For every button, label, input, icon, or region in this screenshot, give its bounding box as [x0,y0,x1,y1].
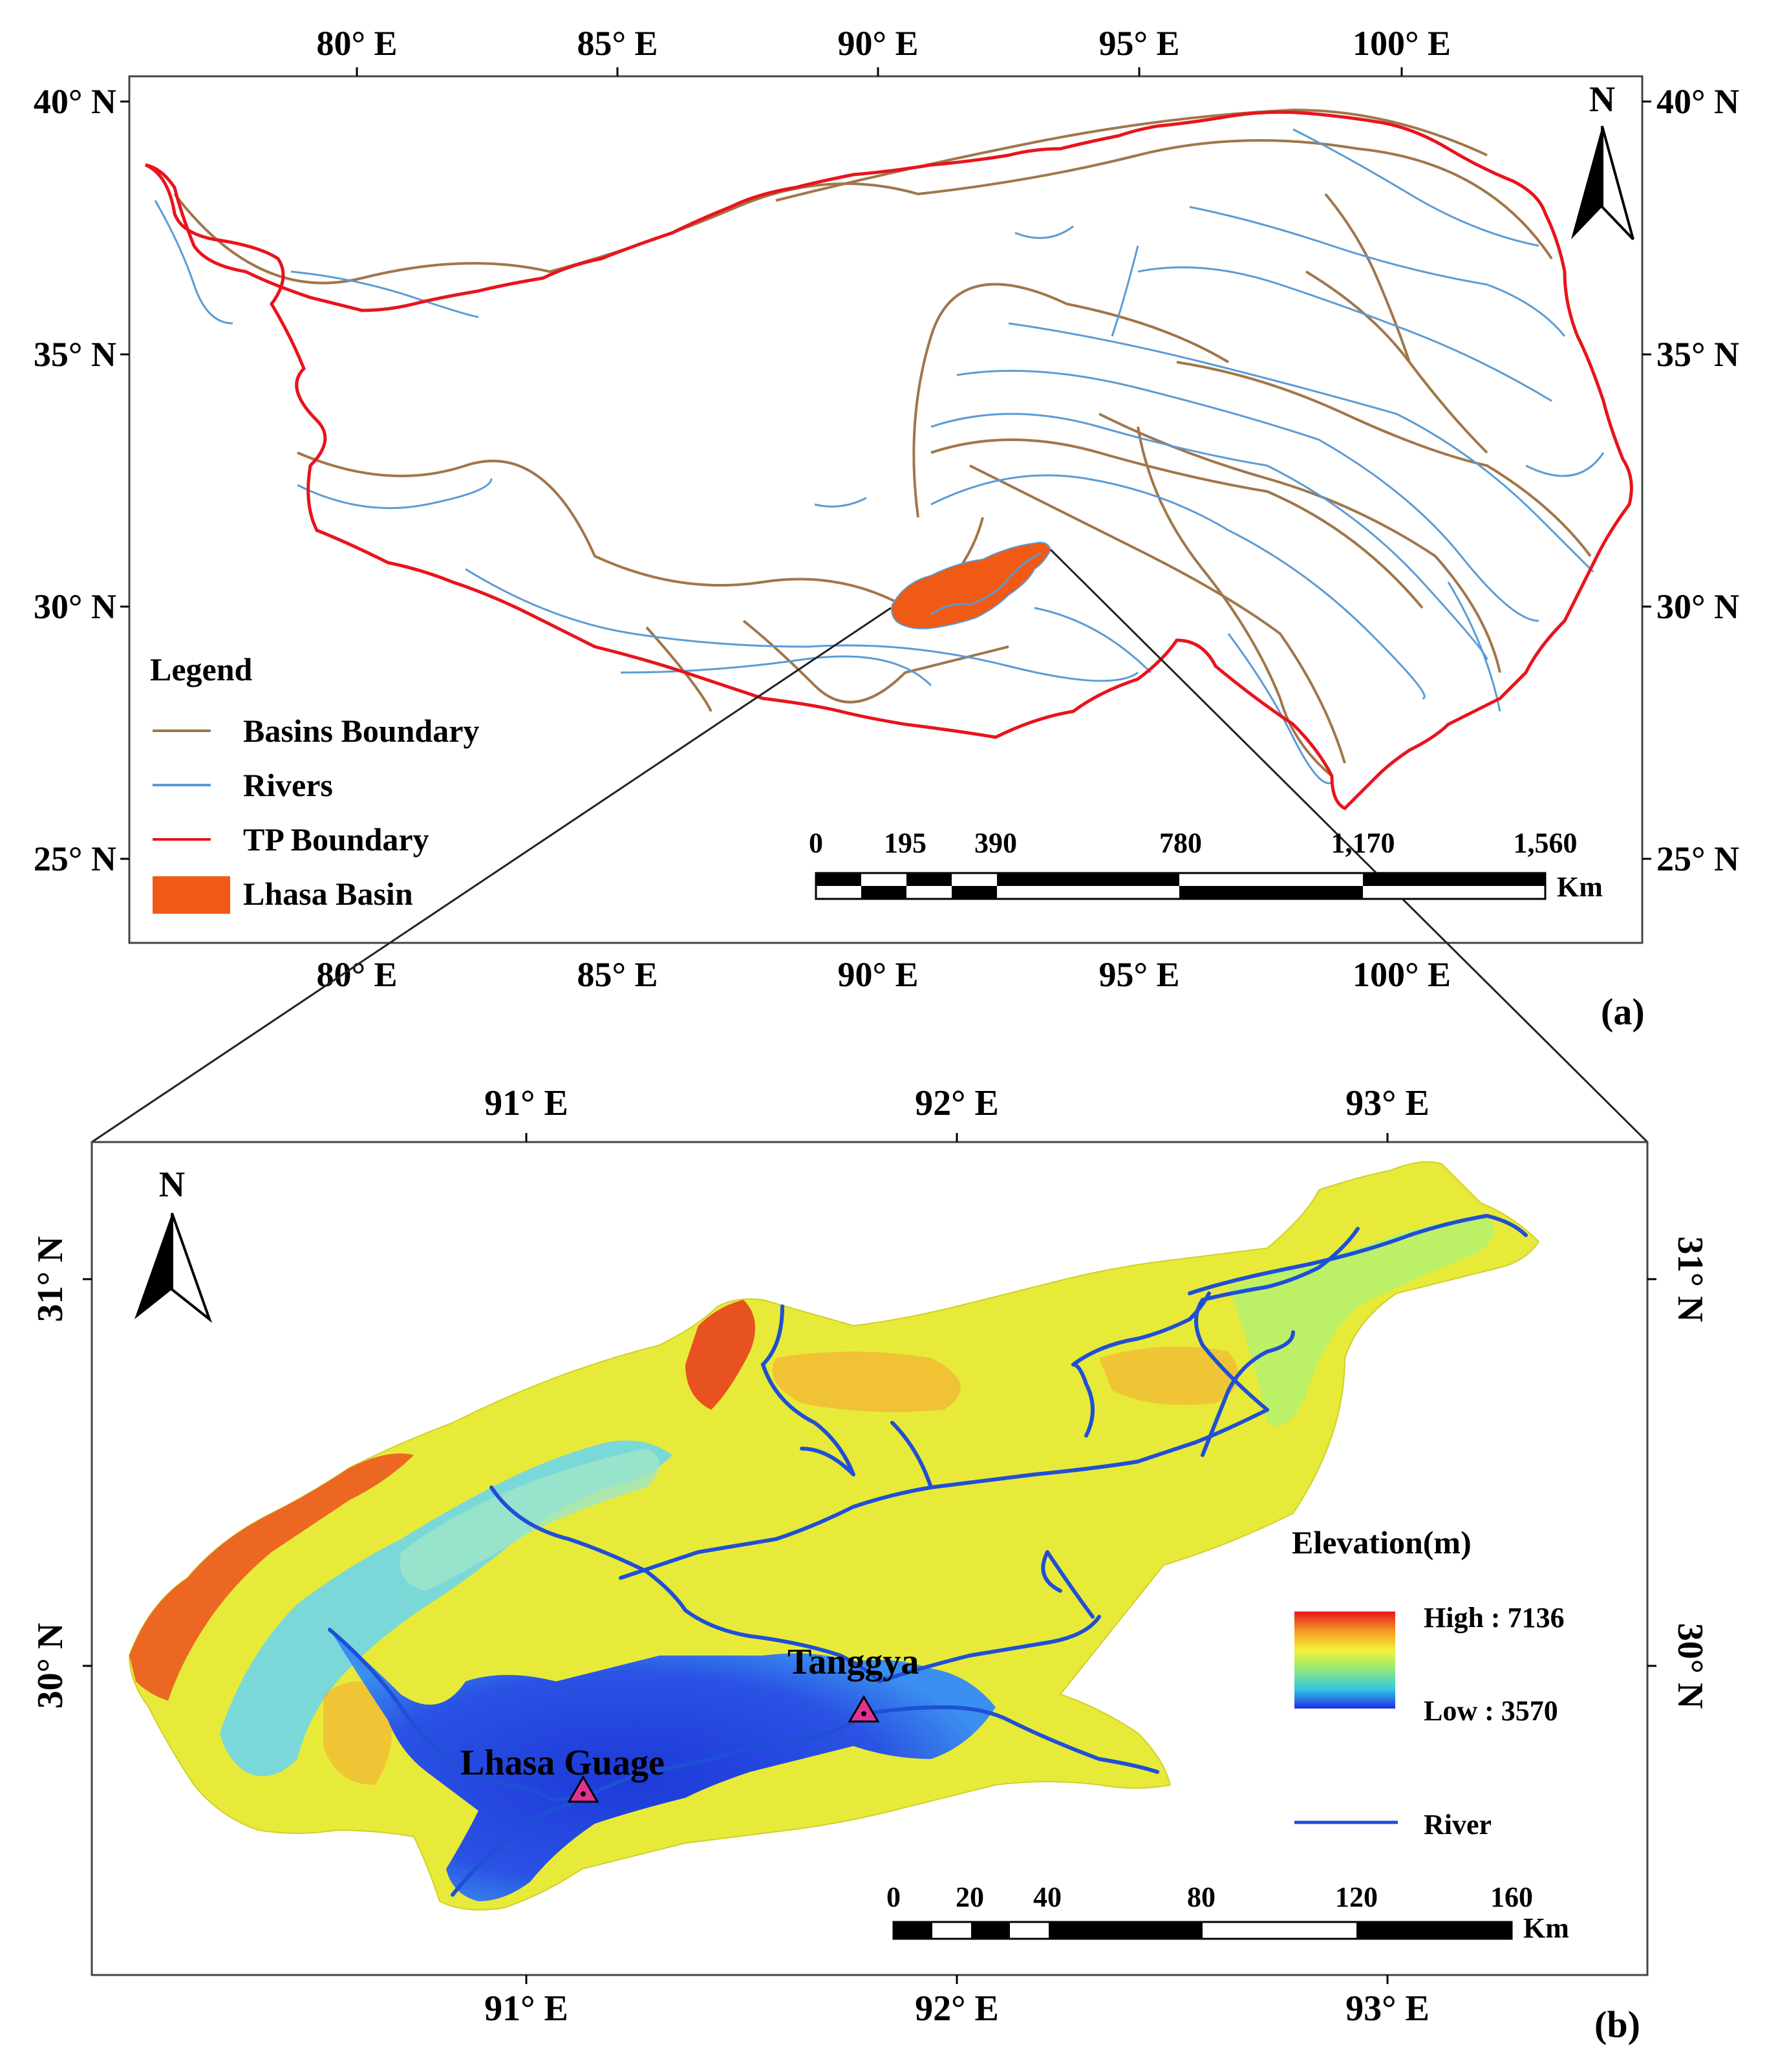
right-tick-25n: 25° N [1656,839,1739,878]
north-label-b: N [159,1165,185,1205]
left-tick-30n: 30° N [34,587,116,626]
left-tick-35n: 35° N [34,335,116,374]
scalebar-a: 0 195 390 780 1,170 1,560 Km [809,827,1603,903]
top-tick-95e: 95° E [1098,24,1179,63]
panel-b-label: (b) [1594,2003,1640,2045]
panel-a-top-ticks: 80° E 85° E 90° E 95° E 100° E [316,24,1451,76]
lhasa-basin-river [930,552,1042,616]
bottom-tick-80e: 80° E [316,955,397,994]
scalebar-b-label-40: 40 [1033,1881,1062,1913]
b-left-tick-30n: 30° N [30,1623,70,1709]
dem-orange-patch-1 [773,1352,961,1412]
panel-b-right-ticks: 31° N 30° N [1647,1236,1710,1709]
scalebar-b-label-160: 160 [1490,1881,1533,1913]
right-tick-35n: 35° N [1656,335,1739,374]
bottom-tick-100e: 100° E [1353,955,1451,994]
dem-red-ridge [129,1453,414,1701]
north-arrow-a-right [1601,125,1634,241]
panel-a-label: (a) [1601,991,1645,1033]
b-right-tick-30n: 30° N [1670,1623,1710,1709]
panel-a-left-ticks: 40° N 35° N 30° N 25° N [34,82,129,878]
scalebar-b-label-120: 120 [1335,1881,1378,1913]
dem-blue-valley [330,1630,996,1901]
b-bottom-tick-92e: 92° E [915,1989,999,2029]
scalebar-a-label-1170: 1,170 [1331,827,1395,859]
legend-swatch-lhasa [153,876,230,914]
panel-b-top-ticks: 91° E 92° E 93° E [484,1083,1430,1142]
bottom-tick-95e: 95° E [1098,955,1179,994]
panel-a-frame [128,75,1644,944]
panel-a: 80° E 85° E 90° E 95° E 100° E 80° E 85°… [34,24,1739,1143]
bottom-tick-85e: 85° E [577,955,658,994]
elevation-high-label: High : 7136 [1424,1602,1565,1634]
legend-a: Legend Basins Boundary Rivers TP Boundar… [150,651,479,914]
rivers-b [328,1213,1528,1897]
top-tick-90e: 90° E [837,24,918,63]
scalebar-b-label-80: 80 [1187,1881,1216,1913]
legend-label-tp: TP Boundary [243,821,429,858]
legend-label-lhasa: Lhasa Basin [243,876,413,912]
station-label-tanggya: Tanggya [787,1642,919,1682]
north-arrow-b-left [134,1213,172,1319]
panel-a-right-ticks: 40° N 35° N 30° N 25° N [1642,82,1739,878]
bottom-tick-90e: 90° E [837,955,918,994]
basins-boundary [173,108,1592,777]
zoom-line-right [1049,548,1649,1143]
b-top-tick-91e: 91° E [484,1083,568,1123]
north-arrow-a: N [1571,80,1634,241]
scalebar-a-label-1560: 1,560 [1514,827,1578,859]
top-tick-100e: 100° E [1353,24,1451,63]
legend-a-title: Legend [150,651,253,687]
scalebar-b-label-0: 0 [886,1881,901,1913]
b-top-tick-93e: 93° E [1345,1083,1430,1123]
b-bottom-tick-91e: 91° E [484,1989,568,2029]
station-label-lhasa-guage: Lhasa Guage [460,1743,665,1783]
scalebar-a-unit: Km [1557,871,1603,903]
b-left-tick-31n: 31° N [30,1236,70,1322]
scalebar-a-label-390: 390 [974,827,1017,859]
elevation-color-ramp [1294,1612,1395,1709]
station-tanggya [848,1695,880,1723]
b-right-tick-31n: 31° N [1670,1236,1710,1322]
scalebar-b: 0 20 40 80 120 160 Km [886,1881,1569,1944]
dem-orange-patch-3 [323,1681,392,1785]
station-lhasa-guage [567,1775,599,1803]
tp-boundary [144,110,1633,811]
legend-label-basins: Basins Boundary [243,713,479,749]
north-arrow-b-right [171,1213,213,1323]
legend-label-rivers: Rivers [243,767,333,803]
elevation-legend-title: Elevation(m) [1292,1524,1472,1560]
b-top-tick-92e: 92° E [915,1083,999,1123]
scalebar-a-label-0: 0 [809,827,823,859]
top-tick-85e: 85° E [577,24,658,63]
right-tick-30n: 30° N [1656,587,1739,626]
elevation-map: Tanggya Lhasa Guage [128,1161,1540,1911]
scalebar-b-unit: Km [1523,1912,1569,1944]
b-bottom-tick-93e: 93° E [1345,1989,1430,2029]
scalebar-a-label-195: 195 [884,827,926,859]
left-tick-40n: 40° N [34,82,116,121]
river-legend-label: River [1424,1809,1492,1840]
elevation-legend: Elevation(m) High : 7136 Low : 3570 Rive… [1292,1524,1565,1840]
panel-a-bottom-ticks: 80° E 85° E 90° E 95° E 100° E [316,955,1451,994]
zoom-line-left [91,607,892,1143]
dem-teal-patch [400,1449,659,1591]
panel-b-bottom-ticks: 91° E 92° E 93° E [484,1975,1430,2029]
scalebar-b-label-20: 20 [956,1881,984,1913]
dem-red-peak [685,1300,755,1410]
lhasa-basin [891,541,1052,630]
elevation-low-label: Low : 3570 [1424,1695,1558,1727]
scalebar-a-label-780: 780 [1159,827,1202,859]
right-tick-40n: 40° N [1656,82,1739,121]
north-arrow-b: N [134,1165,213,1323]
panel-b: 91° E 92° E 93° E 91° E 92° E 93° E 31° … [30,1083,1710,2045]
north-arrow-a-left [1571,126,1602,239]
north-label-a: N [1589,80,1615,120]
left-tick-25n: 25° N [34,839,116,878]
top-tick-80e: 80° E [316,24,397,63]
rivers [154,128,1605,784]
panel-b-left-ticks: 31° N 30° N [30,1236,92,1709]
dem-orange-patch-2 [1099,1346,1239,1405]
